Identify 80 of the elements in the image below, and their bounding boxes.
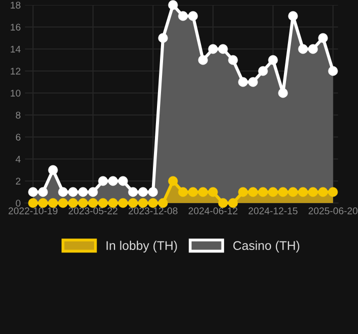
point [198, 55, 208, 65]
point [28, 198, 38, 208]
point [88, 198, 98, 208]
point [228, 55, 238, 65]
point [38, 187, 48, 197]
y-tick-label: 2 [16, 178, 20, 185]
x-tick-label: 2024-12-15 [248, 207, 298, 214]
point [128, 198, 138, 208]
y-tick-label: 14 [10, 46, 21, 53]
point [48, 165, 58, 175]
point [208, 44, 218, 54]
point [218, 198, 228, 208]
point [248, 77, 258, 87]
point [98, 198, 108, 208]
point [278, 88, 288, 98]
point [238, 187, 248, 197]
point [308, 187, 318, 197]
point [318, 33, 328, 43]
point [118, 176, 128, 186]
point [298, 44, 308, 54]
point [298, 187, 308, 197]
point [328, 187, 338, 197]
point [168, 176, 178, 186]
point [58, 187, 68, 197]
point [328, 66, 338, 76]
x-tick-label: 2022-10-19 [8, 207, 58, 214]
point [188, 187, 198, 197]
point [148, 198, 158, 208]
point [108, 176, 118, 186]
point [288, 187, 298, 197]
point [218, 44, 228, 54]
point [258, 66, 268, 76]
y-tick-label: 10 [10, 90, 20, 97]
point [268, 55, 278, 65]
point [88, 187, 98, 197]
point [208, 187, 218, 197]
y-tick-label: 18 [10, 2, 20, 9]
point [48, 198, 58, 208]
point [118, 198, 128, 208]
point [98, 176, 108, 186]
x-tick-label: 2024-06-12 [188, 207, 238, 214]
y-tick-label: 6 [16, 134, 20, 141]
legend-label: In lobby (TH) [106, 240, 177, 252]
point [158, 33, 168, 43]
point [278, 187, 288, 197]
x-tick-label: 2025-06-20 [308, 207, 358, 214]
y-tick-label: 12 [10, 68, 20, 75]
point [78, 187, 88, 197]
point [138, 198, 148, 208]
point [268, 187, 278, 197]
point [288, 11, 298, 21]
point [178, 11, 188, 21]
point [228, 198, 238, 208]
point [68, 198, 78, 208]
point [168, 0, 178, 10]
point [28, 187, 38, 197]
point [148, 187, 158, 197]
y-tick-label: 16 [10, 24, 20, 31]
point [178, 187, 188, 197]
point [68, 187, 78, 197]
y-tick-label: 4 [16, 156, 21, 163]
point [318, 187, 328, 197]
point [128, 187, 138, 197]
point [188, 11, 198, 21]
point [248, 187, 258, 197]
point [308, 44, 318, 54]
point [238, 77, 248, 87]
x-tick-label: 2023-12-08 [128, 207, 178, 214]
x-tick-label: 2023-05-22 [68, 207, 118, 214]
point [158, 198, 168, 208]
point [108, 198, 118, 208]
point [58, 198, 68, 208]
point [78, 198, 88, 208]
point [38, 198, 48, 208]
point [198, 187, 208, 197]
point [258, 187, 268, 197]
y-tick-label: 0 [16, 200, 20, 207]
legend-label: Casino (TH) [233, 240, 300, 252]
y-tick-label: 8 [16, 112, 20, 119]
point [138, 187, 148, 197]
